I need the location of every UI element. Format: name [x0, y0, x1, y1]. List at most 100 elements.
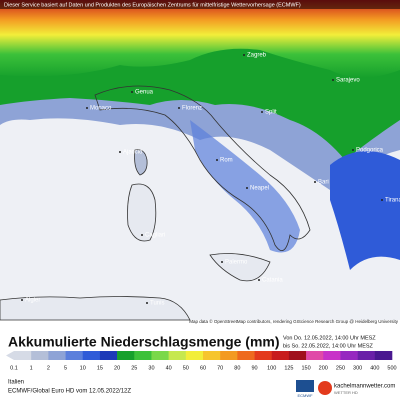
period-from: Von Do. 12.05.2022, 14:00 Uhr MESZ	[283, 335, 376, 341]
colorbar-arrow	[6, 351, 14, 360]
colorbar-label: 200	[319, 365, 328, 371]
city-label: Florenz	[182, 106, 202, 112]
colorbar-segment	[65, 351, 84, 360]
colorbar-segment	[357, 351, 376, 360]
colorbar-segment	[82, 351, 101, 360]
colorbar-segment	[323, 351, 341, 360]
city-dot	[131, 91, 133, 93]
notice-bar	[0, 0, 400, 9]
city-label: Palermo	[225, 260, 248, 266]
colorbar-label: 150	[301, 365, 310, 371]
colorbar-label: 2	[47, 365, 50, 371]
colorbar-segment	[168, 351, 187, 360]
colorbar-segment	[340, 351, 358, 360]
colorbar-segment	[151, 351, 169, 360]
colorbar-segment	[99, 351, 118, 360]
city-label: Neapel	[250, 186, 269, 192]
colorbar-segment	[134, 351, 152, 360]
colorbar-segment	[288, 351, 307, 360]
ecmwf-text: ECMWF	[297, 393, 313, 398]
colorbar-label: 30	[148, 365, 154, 371]
colorbar-segment	[31, 351, 49, 360]
city-label: Podgorica	[356, 148, 384, 154]
colorbar-segment	[48, 351, 66, 360]
colorbar-label: 250	[336, 365, 345, 371]
colorbar-segment	[271, 351, 290, 360]
colorbar-segment	[185, 351, 204, 360]
corsica	[134, 149, 148, 176]
rain-balkan	[330, 151, 400, 270]
colorbar-label: 90	[251, 365, 257, 371]
city-dot	[261, 111, 263, 113]
colorbar-label: 50	[183, 365, 189, 371]
colorbar-label: 400	[370, 365, 379, 371]
city-dot	[381, 199, 383, 201]
colorbar-label: 60	[200, 365, 206, 371]
attribution: Map data © OpenStreetMap contributors, r…	[189, 318, 398, 324]
colorbar-label: 15	[97, 365, 103, 371]
colorbar-label: 0.1	[10, 365, 18, 371]
city-dot	[314, 181, 316, 183]
city-dot	[178, 107, 180, 109]
colorbar-label: 70	[217, 365, 223, 371]
colorbar-segment	[306, 351, 324, 360]
colorbar-segment	[14, 351, 32, 360]
city-dot	[86, 107, 88, 109]
city-label: Ajaccio	[123, 150, 143, 156]
colorbar-segment	[220, 351, 238, 360]
city-label: Bari	[318, 180, 329, 186]
city-dot	[119, 151, 121, 153]
colorbar-label: 125	[284, 365, 293, 371]
legend-title: Akkumulierte Niederschlagsmenge (mm)	[8, 334, 280, 350]
coastline-italy	[94, 85, 311, 252]
colorbar-segment	[117, 351, 135, 360]
period-to: bis So. 22.05.2022, 14:00 Uhr MESZ	[283, 343, 374, 349]
city-dot	[332, 79, 334, 81]
colorbar-label: 80	[234, 365, 240, 371]
city-label: Zagreb	[247, 53, 267, 59]
colorbar-label: 25	[131, 365, 137, 371]
city-dot	[141, 234, 143, 236]
map	[0, 0, 400, 321]
colorbar: 0.1 1 2 5 10 15 20 25 30 40 50 60 70 80 90 100 125 150 200…	[6, 351, 397, 371]
city-label: Cagliari	[145, 233, 165, 239]
colorbar-segment	[254, 351, 273, 360]
colorbar-label: 40	[166, 365, 172, 371]
colorbar-segment	[203, 351, 221, 360]
kachelmann-text: kachelmannwetter.com	[334, 384, 395, 390]
city-label: Genua	[135, 90, 154, 96]
colorbar-label: 500	[387, 365, 396, 371]
city-dot	[258, 279, 260, 281]
city-label: Monaco	[90, 106, 112, 112]
colorbar-label: 20	[114, 365, 120, 371]
city-label: Sarajevo	[336, 78, 360, 84]
city-label: Tunis	[150, 301, 164, 307]
colorbar-label: 100	[267, 365, 276, 371]
rain-italy	[190, 120, 300, 253]
colorbar-segment	[374, 351, 393, 360]
city-label: Tirana	[385, 198, 400, 204]
ecmwf-logo	[296, 380, 314, 392]
north-africa	[0, 296, 191, 321]
colorbar-label: 300	[353, 365, 362, 371]
sicily	[209, 253, 271, 282]
city-dot	[352, 149, 354, 151]
kachelmann-logo	[318, 381, 332, 395]
city-dot	[146, 302, 148, 304]
city-label: Algier	[25, 298, 40, 304]
notice: Dieser Service basiert auf Daten und Pro…	[4, 2, 301, 8]
city-dot	[221, 261, 223, 263]
colorbar-segment	[237, 351, 255, 360]
model: ECMWF/Global Euro HD vom 12.05.2022/12Z	[8, 389, 131, 395]
city-dot	[246, 187, 248, 189]
city-dot	[216, 159, 218, 161]
colorbar-label: 1	[30, 365, 33, 371]
colorbar-label: 5	[64, 365, 67, 371]
sardinia	[127, 183, 157, 242]
colorbar-label: 10	[80, 365, 86, 371]
city-label: Catania	[262, 278, 283, 284]
region: Italien	[8, 380, 24, 386]
city-dot	[243, 54, 245, 56]
rain-north	[0, 0, 400, 78]
